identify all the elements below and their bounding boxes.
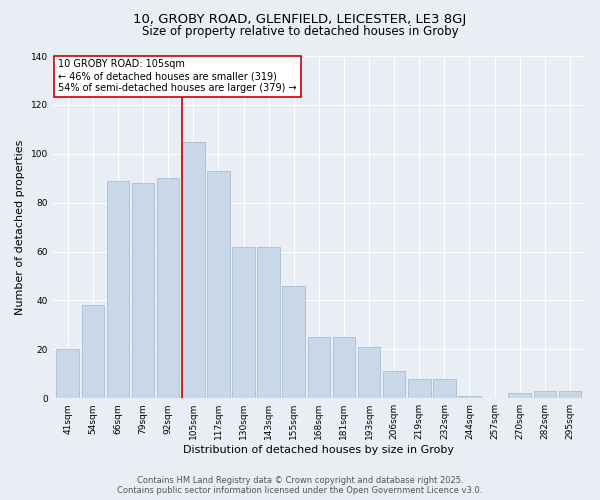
Bar: [157, 178, 179, 398]
Text: Size of property relative to detached houses in Groby: Size of property relative to detached ho…: [142, 25, 458, 38]
Bar: [283, 286, 305, 398]
Bar: [107, 180, 129, 398]
Bar: [358, 347, 380, 398]
Text: 10, GROBY ROAD, GLENFIELD, LEICESTER, LE3 8GJ: 10, GROBY ROAD, GLENFIELD, LEICESTER, LE…: [133, 12, 467, 26]
Bar: [207, 171, 230, 398]
Bar: [332, 337, 355, 398]
Bar: [458, 396, 481, 398]
Text: 10 GROBY ROAD: 105sqm
← 46% of detached houses are smaller (319)
54% of semi-det: 10 GROBY ROAD: 105sqm ← 46% of detached …: [58, 60, 296, 92]
Bar: [257, 246, 280, 398]
Bar: [508, 394, 531, 398]
X-axis label: Distribution of detached houses by size in Groby: Distribution of detached houses by size …: [184, 445, 454, 455]
Bar: [533, 391, 556, 398]
Bar: [308, 337, 330, 398]
Bar: [408, 378, 431, 398]
Y-axis label: Number of detached properties: Number of detached properties: [15, 140, 25, 315]
Bar: [182, 142, 205, 398]
Bar: [56, 350, 79, 398]
Text: Contains HM Land Registry data © Crown copyright and database right 2025.
Contai: Contains HM Land Registry data © Crown c…: [118, 476, 482, 495]
Bar: [383, 372, 406, 398]
Bar: [82, 306, 104, 398]
Bar: [559, 391, 581, 398]
Bar: [132, 183, 154, 398]
Bar: [232, 246, 255, 398]
Bar: [433, 378, 455, 398]
